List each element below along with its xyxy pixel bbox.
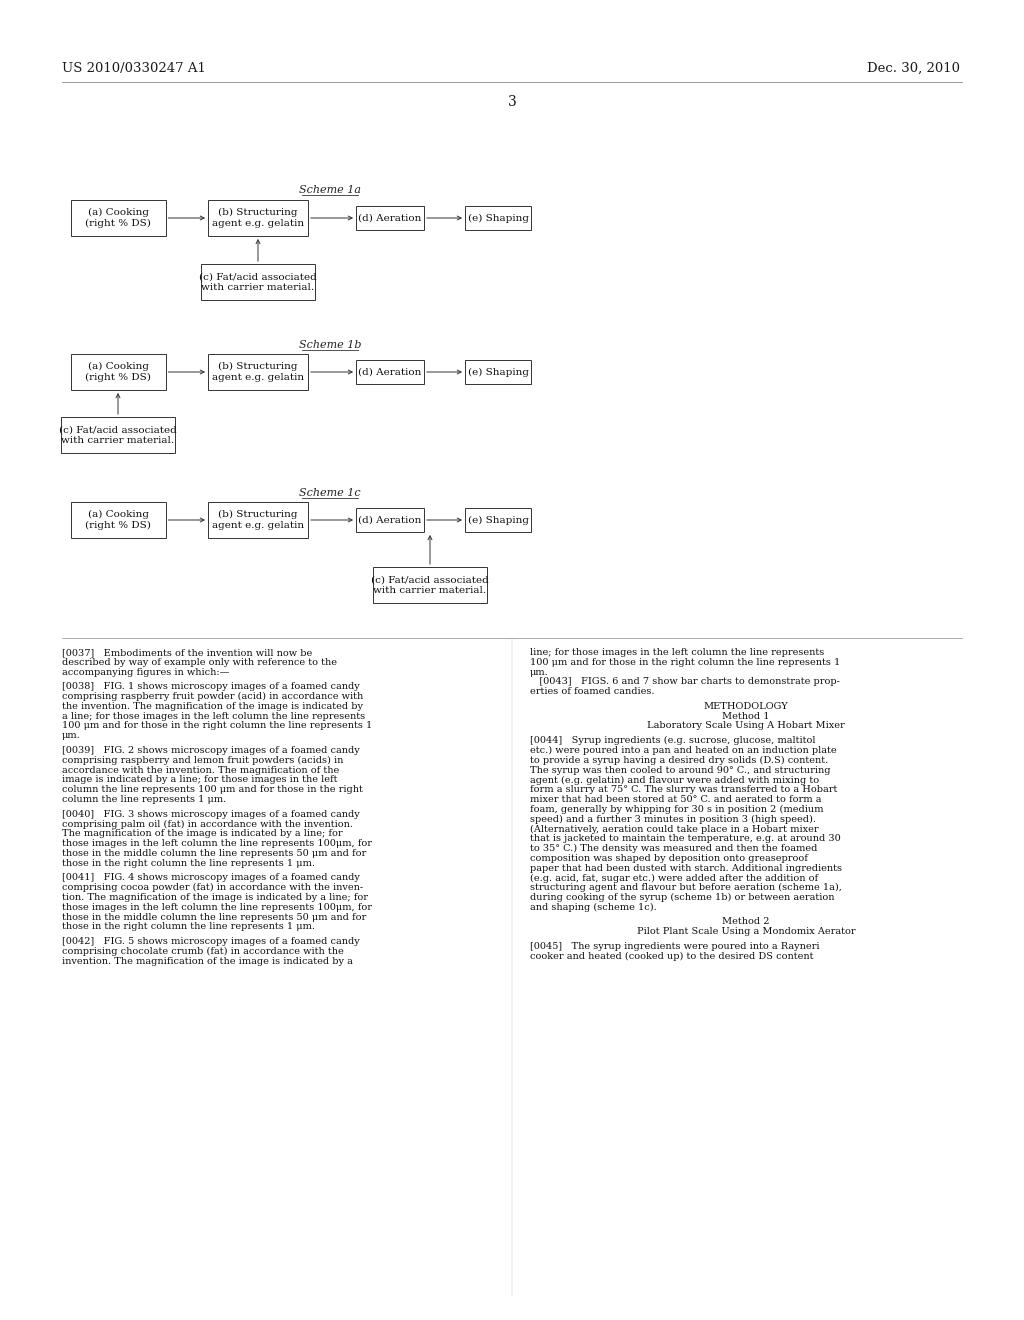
Text: (e) Shaping: (e) Shaping (468, 367, 528, 376)
Text: comprising raspberry and lemon fruit powders (acids) in: comprising raspberry and lemon fruit pow… (62, 756, 343, 764)
Text: Dec. 30, 2010: Dec. 30, 2010 (867, 62, 961, 75)
Text: (Alternatively, aeration could take place in a Hobart mixer: (Alternatively, aeration could take plac… (530, 825, 818, 833)
Text: (b) Structuring
agent e.g. gelatin: (b) Structuring agent e.g. gelatin (212, 209, 304, 228)
Text: column the line represents 1 μm.: column the line represents 1 μm. (62, 795, 226, 804)
Text: paper that had been dusted with starch. Additional ingredients: paper that had been dusted with starch. … (530, 863, 842, 873)
Text: etc.) were poured into a pan and heated on an induction plate: etc.) were poured into a pan and heated … (530, 746, 837, 755)
Text: tion. The magnification of the image is indicated by a line; for: tion. The magnification of the image is … (62, 894, 368, 902)
Text: [0038]   FIG. 1 shows microscopy images of a foamed candy: [0038] FIG. 1 shows microscopy images of… (62, 682, 359, 692)
Text: those images in the left column the line represents 100μm, for: those images in the left column the line… (62, 903, 372, 912)
Text: US 2010/0330247 A1: US 2010/0330247 A1 (62, 62, 206, 75)
Text: comprising palm oil (fat) in accordance with the invention.: comprising palm oil (fat) in accordance … (62, 820, 353, 829)
Text: comprising cocoa powder (fat) in accordance with the inven-: comprising cocoa powder (fat) in accorda… (62, 883, 364, 892)
Text: those images in the left column the line represents 100μm, for: those images in the left column the line… (62, 840, 372, 847)
FancyBboxPatch shape (201, 264, 315, 300)
Text: (b) Structuring
agent e.g. gelatin: (b) Structuring agent e.g. gelatin (212, 362, 304, 381)
Text: a line; for those images in the left column the line represents: a line; for those images in the left col… (62, 711, 366, 721)
Text: that is jacketed to maintain the temperature, e.g. at around 30: that is jacketed to maintain the tempera… (530, 834, 841, 843)
Text: [0039]   FIG. 2 shows microscopy images of a foamed candy: [0039] FIG. 2 shows microscopy images of… (62, 746, 359, 755)
Text: [0042]   FIG. 5 shows microscopy images of a foamed candy: [0042] FIG. 5 shows microscopy images of… (62, 937, 359, 946)
Text: (d) Aeration: (d) Aeration (358, 214, 422, 223)
Text: during cooking of the syrup (scheme 1b) or between aeration: during cooking of the syrup (scheme 1b) … (530, 894, 835, 902)
Text: those in the middle column the line represents 50 μm and for: those in the middle column the line repr… (62, 912, 367, 921)
Text: Method 1: Method 1 (722, 711, 770, 721)
Text: Scheme 1b: Scheme 1b (299, 341, 361, 350)
FancyBboxPatch shape (356, 508, 424, 532)
Text: [0045]   The syrup ingredients were poured into a Rayneri: [0045] The syrup ingredients were poured… (530, 942, 819, 950)
Text: image is indicated by a line; for those images in the left: image is indicated by a line; for those … (62, 775, 338, 784)
Text: Scheme 1a: Scheme 1a (299, 185, 361, 195)
Text: 100 μm and for those in the right column the line represents 1: 100 μm and for those in the right column… (62, 722, 373, 730)
Text: speed) and a further 3 minutes in position 3 (high speed).: speed) and a further 3 minutes in positi… (530, 814, 816, 824)
FancyBboxPatch shape (61, 417, 175, 453)
Text: (a) Cooking
(right % DS): (a) Cooking (right % DS) (85, 510, 151, 529)
Text: (b) Structuring
agent e.g. gelatin: (b) Structuring agent e.g. gelatin (212, 511, 304, 529)
Text: composition was shaped by deposition onto greaseproof: composition was shaped by deposition ont… (530, 854, 808, 863)
Text: line; for those images in the left column the line represents: line; for those images in the left colum… (530, 648, 824, 657)
FancyBboxPatch shape (465, 206, 531, 230)
FancyBboxPatch shape (71, 201, 166, 236)
Text: Method 2: Method 2 (722, 917, 770, 927)
Text: agent (e.g. gelatin) and flavour were added with mixing to: agent (e.g. gelatin) and flavour were ad… (530, 775, 819, 784)
Text: (e.g. acid, fat, sugar etc.) were added after the addition of: (e.g. acid, fat, sugar etc.) were added … (530, 874, 818, 883)
Text: [0041]   FIG. 4 shows microscopy images of a foamed candy: [0041] FIG. 4 shows microscopy images of… (62, 874, 359, 882)
Text: (d) Aeration: (d) Aeration (358, 516, 422, 524)
Text: form a slurry at 75° C. The slurry was transferred to a Hobart: form a slurry at 75° C. The slurry was t… (530, 785, 838, 795)
Text: [0037]   Embodiments of the invention will now be: [0037] Embodiments of the invention will… (62, 648, 312, 657)
Text: comprising raspberry fruit powder (acid) in accordance with: comprising raspberry fruit powder (acid)… (62, 692, 364, 701)
Text: 100 μm and for those in the right column the line represents 1: 100 μm and for those in the right column… (530, 657, 841, 667)
Text: (c) Fat/acid associated
with carrier material.: (c) Fat/acid associated with carrier mat… (371, 576, 488, 595)
Text: and shaping (scheme 1c).: and shaping (scheme 1c). (530, 903, 656, 912)
Text: (e) Shaping: (e) Shaping (468, 515, 528, 524)
Text: those in the middle column the line represents 50 μm and for: those in the middle column the line repr… (62, 849, 367, 858)
Text: to 35° C.) The density was measured and then the foamed: to 35° C.) The density was measured and … (530, 843, 817, 853)
FancyBboxPatch shape (356, 206, 424, 230)
Text: structuring agent and flavour but before aeration (scheme 1a),: structuring agent and flavour but before… (530, 883, 842, 892)
Text: The magnification of the image is indicated by a line; for: The magnification of the image is indica… (62, 829, 343, 838)
Text: column the line represents 100 μm and for those in the right: column the line represents 100 μm and fo… (62, 785, 362, 795)
FancyBboxPatch shape (71, 502, 166, 539)
Text: cooker and heated (cooked up) to the desired DS content: cooker and heated (cooked up) to the des… (530, 952, 813, 961)
Text: foam, generally by whipping for 30 s in position 2 (medium: foam, generally by whipping for 30 s in … (530, 805, 823, 814)
FancyBboxPatch shape (465, 508, 531, 532)
FancyBboxPatch shape (465, 360, 531, 384)
Text: μm.: μm. (530, 668, 549, 677)
FancyBboxPatch shape (373, 568, 487, 603)
Text: (c) Fat/acid associated
with carrier material.: (c) Fat/acid associated with carrier mat… (59, 425, 177, 445)
Text: 3: 3 (508, 95, 516, 110)
Text: mixer that had been stored at 50° C. and aerated to form a: mixer that had been stored at 50° C. and… (530, 795, 821, 804)
FancyBboxPatch shape (356, 360, 424, 384)
Text: Scheme 1c: Scheme 1c (299, 488, 360, 498)
Text: [0043]   FIGS. 6 and 7 show bar charts to demonstrate prop-: [0043] FIGS. 6 and 7 show bar charts to … (530, 677, 840, 686)
Text: (a) Cooking
(right % DS): (a) Cooking (right % DS) (85, 209, 151, 228)
Text: accompanying figures in which:—: accompanying figures in which:— (62, 668, 229, 677)
Text: the invention. The magnification of the image is indicated by: the invention. The magnification of the … (62, 702, 362, 711)
FancyBboxPatch shape (71, 354, 166, 389)
Text: to provide a syrup having a desired dry solids (D.S) content.: to provide a syrup having a desired dry … (530, 756, 828, 764)
Text: METHODOLOGY: METHODOLOGY (703, 702, 788, 711)
Text: The syrup was then cooled to around 90° C., and structuring: The syrup was then cooled to around 90° … (530, 766, 830, 775)
Text: erties of foamed candies.: erties of foamed candies. (530, 688, 654, 696)
Text: [0040]   FIG. 3 shows microscopy images of a foamed candy: [0040] FIG. 3 shows microscopy images of… (62, 809, 359, 818)
Text: comprising chocolate crumb (fat) in accordance with the: comprising chocolate crumb (fat) in acco… (62, 946, 344, 956)
FancyBboxPatch shape (208, 201, 308, 236)
Text: (d) Aeration: (d) Aeration (358, 367, 422, 376)
Text: those in the right column the line represents 1 μm.: those in the right column the line repre… (62, 923, 315, 932)
FancyBboxPatch shape (208, 354, 308, 389)
Text: Laboratory Scale Using A Hobart Mixer: Laboratory Scale Using A Hobart Mixer (647, 722, 845, 730)
Text: (e) Shaping: (e) Shaping (468, 214, 528, 223)
Text: described by way of example only with reference to the: described by way of example only with re… (62, 657, 337, 667)
Text: Pilot Plant Scale Using a Mondomix Aerator: Pilot Plant Scale Using a Mondomix Aerat… (637, 927, 855, 936)
Text: [0044]   Syrup ingredients (e.g. sucrose, glucose, maltitol: [0044] Syrup ingredients (e.g. sucrose, … (530, 737, 815, 746)
Text: (c) Fat/acid associated
with carrier material.: (c) Fat/acid associated with carrier mat… (199, 272, 316, 292)
Text: invention. The magnification of the image is indicated by a: invention. The magnification of the imag… (62, 957, 353, 966)
Text: μm.: μm. (62, 731, 81, 741)
Text: (a) Cooking
(right % DS): (a) Cooking (right % DS) (85, 362, 151, 381)
Text: those in the right column the line represents 1 μm.: those in the right column the line repre… (62, 859, 315, 867)
Text: accordance with the invention. The magnification of the: accordance with the invention. The magni… (62, 766, 339, 775)
FancyBboxPatch shape (208, 502, 308, 539)
